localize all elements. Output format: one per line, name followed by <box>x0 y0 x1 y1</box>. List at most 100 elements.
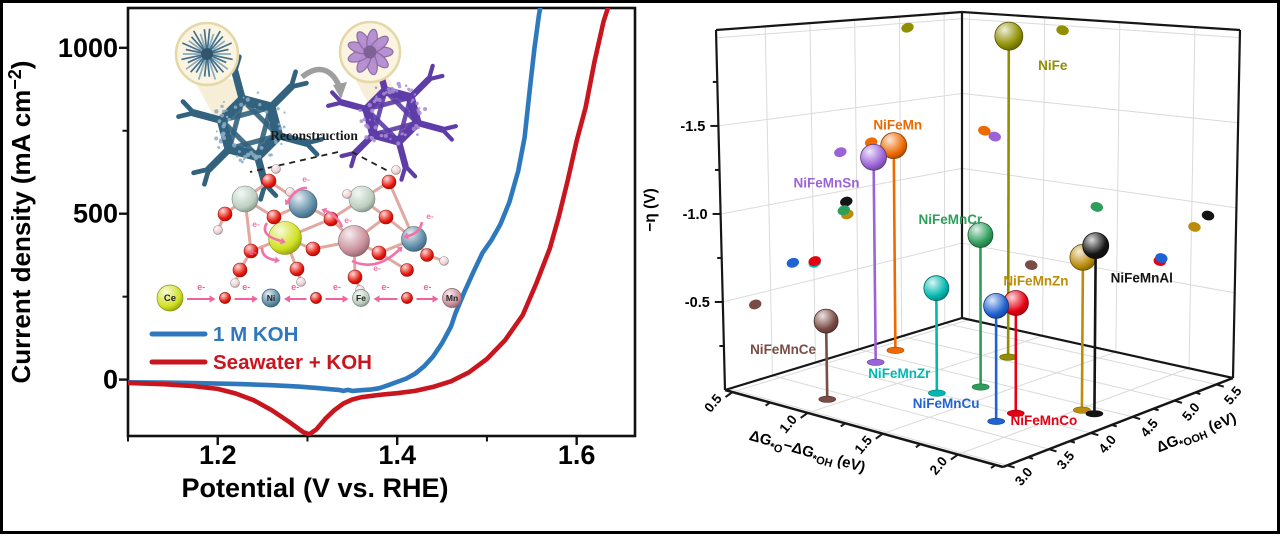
atom-H <box>213 225 223 235</box>
atom-G <box>348 185 376 213</box>
lsv-x-axis-title: Potential (V vs. RHE) <box>181 473 448 503</box>
wall-dot-left-NiFeMnAl <box>840 196 853 207</box>
chain-atom-O <box>310 292 322 304</box>
point-label-NiFeMnCu: NiFeMnCu <box>913 396 980 411</box>
point-label-NiFeMnSn: NiFeMnSn <box>794 175 860 190</box>
electron-label: e- <box>423 282 431 292</box>
z-tick-label-3d: -1.5 <box>680 119 705 135</box>
wall-dot-right-NiFeMnCu <box>1155 253 1168 263</box>
wall-dot-right-NiFeMnSn <box>988 131 1001 142</box>
atom-B <box>401 226 427 252</box>
atom-G <box>231 185 259 213</box>
atom-O <box>371 245 387 261</box>
point-label-NiFeMnZr: NiFeMnZr <box>868 366 931 381</box>
point-labels-3d: NiFe NiFeMn NiFeMnZn NiFeMnAl NiFeMnCr NiFeMn… <box>750 58 1173 428</box>
x-tick-label-3d: 0.5 <box>701 391 725 415</box>
atom-O <box>232 262 248 278</box>
atom-H <box>271 164 281 174</box>
electron-label: e- <box>291 282 299 292</box>
wall-dot-left-NiFeMnCu <box>786 257 800 268</box>
chain-atom-O <box>401 292 413 304</box>
catalyst-NiFeMnSn <box>860 143 887 366</box>
atomic-cluster: e-e-e-e-e-e- <box>213 164 449 295</box>
atom-M <box>338 225 370 257</box>
atom-H <box>296 277 306 287</box>
data-points-3d <box>813 21 1110 425</box>
y-tick-label-3d: 4.0 <box>1096 432 1120 456</box>
flower-inset-before <box>174 21 240 87</box>
y-tick-label: 1000 <box>58 33 118 63</box>
wall-dot-left-NiFeMnCr <box>837 205 850 216</box>
electron-label: e- <box>197 282 205 292</box>
framework-before <box>176 54 324 202</box>
curve-seawater-+-koh <box>128 8 611 436</box>
point-label-NiFeMnZn: NiFeMnZn <box>1003 273 1068 288</box>
atom-O <box>400 263 414 277</box>
catalyst-NiFeMnZr <box>923 275 950 397</box>
lsv-y-axis-title: Current density (mA cm−2) <box>5 61 36 384</box>
chain-atom-O <box>219 292 231 304</box>
y-tick-label-3d: 5.0 <box>1179 400 1203 424</box>
reconstruction-label: Reconstruction <box>270 128 358 143</box>
x-tick-label-3d: 1.5 <box>852 432 876 456</box>
point-label-NiFeMnAl: NiFeMnAl <box>1111 271 1173 286</box>
legend-label: Seawater + KOH <box>213 351 372 374</box>
atom-H <box>439 256 449 266</box>
catalyst-NiFeMn <box>880 132 908 354</box>
atom-H <box>342 189 352 199</box>
wall-dot-left-NiFeMnCe <box>749 299 762 310</box>
lsv-plot-frame <box>126 6 637 438</box>
z-axis-title-3d: −η (V) <box>642 188 659 232</box>
atom-O <box>217 206 233 222</box>
x-axis-title-3d: ΔG*O−ΔG*OH (eV) <box>746 427 867 479</box>
wall-dot-left-NiFeMnSn <box>834 147 847 158</box>
x-tick-label-3d: 1.0 <box>776 412 800 436</box>
electron-label: e- <box>381 282 389 292</box>
wall-dot-left-NiFeMnCo <box>808 256 821 267</box>
electron-label: e- <box>426 211 434 221</box>
x-tick-label: 1.4 <box>378 440 416 470</box>
chain-atom-label: Mn <box>446 293 458 303</box>
wall-dot-right-NiFeMnAl <box>1201 210 1215 221</box>
catalyst-NiFeMnCr <box>967 222 994 391</box>
y-tick-label-3d: 3.0 <box>1012 464 1036 488</box>
atom-H <box>391 165 401 175</box>
atom-O <box>243 243 259 259</box>
x-tick-label: 1.2 <box>199 440 237 470</box>
atom-O <box>347 269 363 285</box>
y-tick-label-3d: 5.5 <box>1221 383 1245 407</box>
grid-3d <box>716 12 1240 466</box>
catalyst-NiFeMnCe <box>813 308 839 403</box>
point-label-NiFeMnCr: NiFeMnCr <box>919 212 983 227</box>
electron-label: e- <box>333 282 341 292</box>
wall-dot-right-NiFeMnZn <box>1188 222 1201 232</box>
lsv-legend: 1 M KOH Seawater + KOH <box>149 323 372 374</box>
chain-atom-Mn <box>442 288 462 308</box>
catalyst-NiFeMnZn <box>1069 243 1097 414</box>
reconstruction-arrow <box>300 66 343 90</box>
y-tick-label: 0 <box>103 365 118 395</box>
x-tick-label-3d: 2.0 <box>927 454 951 478</box>
wall-dot-right-NiFeMn <box>978 125 991 136</box>
wall-dot-right-NiFeMnCe <box>1024 260 1038 270</box>
chain-atom-Ce <box>156 284 184 312</box>
chain-atom-Fe <box>352 289 370 307</box>
point-label-NiFeMnCo: NiFeMnCo <box>1011 413 1078 428</box>
chain-atom-label: Ni <box>267 293 276 303</box>
wall-dot-right-NiFe <box>1056 25 1069 36</box>
atom-H <box>230 278 240 288</box>
curve-1-m-koh <box>128 8 543 394</box>
lsv-curves <box>128 8 611 436</box>
atom-O <box>381 174 397 190</box>
electron-label: e- <box>252 219 260 229</box>
y-tick-label: 500 <box>73 199 118 229</box>
lsv-axes: 1.2 1.4 1.6 0 500 1000 <box>58 33 596 470</box>
wall-dot-left-NiFe <box>901 22 914 33</box>
z-tick-label-3d: -0.5 <box>685 295 710 311</box>
electron-transfer-chain: Ce Ni Fe Mn e-e-e-e-e-e- <box>156 282 462 312</box>
y-tick-label-3d: 4.5 <box>1137 416 1161 440</box>
atom-O <box>289 261 305 277</box>
